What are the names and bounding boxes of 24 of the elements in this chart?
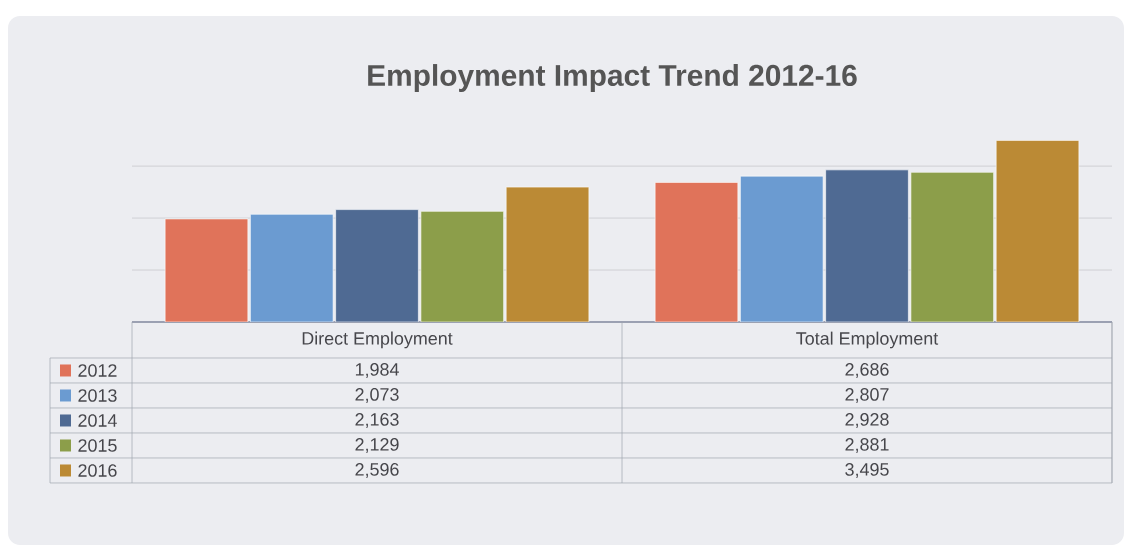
legend-label: 2013 — [78, 389, 117, 402]
bar — [505, 186, 590, 322]
data-label: 2,129 — [355, 438, 399, 453]
data-label: 3,495 — [845, 463, 889, 478]
data-label: 2,928 — [845, 413, 889, 428]
legend-label: 2015 — [78, 439, 117, 452]
bar — [164, 218, 249, 322]
data-label: 2,686 — [845, 363, 889, 378]
x-tick-label: Direct Employment — [302, 331, 453, 349]
bar — [995, 140, 1080, 322]
legend-label: 2014 — [78, 414, 117, 427]
legend-label: 2012 — [78, 364, 117, 377]
data-label: 2,163 — [355, 413, 399, 428]
x-tick-label: Total Employment — [796, 331, 939, 349]
bar — [250, 213, 334, 322]
legend-label: 2016 — [78, 464, 117, 477]
chart-title: Employment Impact Trend 2012-16 — [368, 64, 857, 92]
data-label: 1,984 — [355, 363, 399, 378]
data-label: 2,596 — [355, 463, 399, 478]
data-label: 2,073 — [355, 388, 399, 403]
bar — [654, 182, 739, 322]
data-label: 2,807 — [845, 388, 889, 403]
bar — [740, 175, 824, 322]
data-label: 2,881 — [845, 438, 889, 453]
